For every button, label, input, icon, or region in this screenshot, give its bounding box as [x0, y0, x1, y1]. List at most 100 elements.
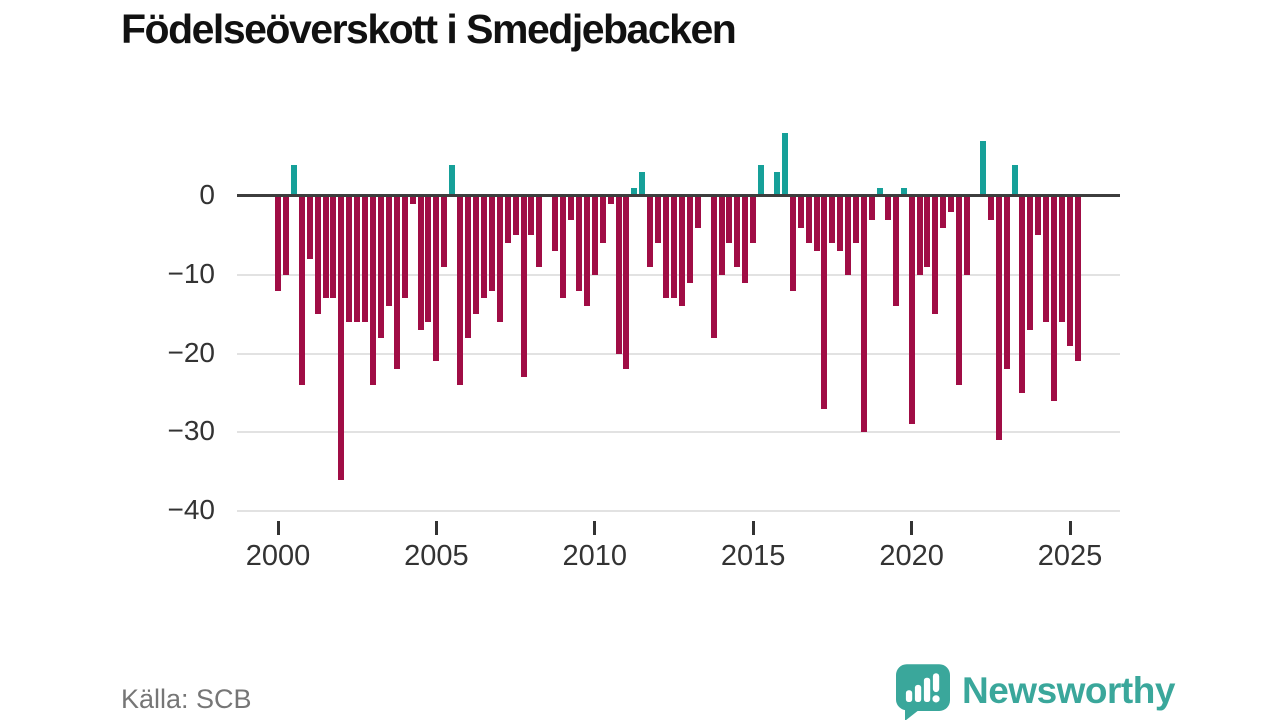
x-axis-tick [593, 521, 597, 535]
bar [639, 172, 646, 196]
bar [710, 196, 717, 338]
bar [726, 196, 733, 244]
bar [377, 196, 384, 338]
bar [805, 196, 812, 244]
bar [876, 188, 883, 196]
bar [884, 196, 891, 220]
y-axis-label: −30 [167, 415, 216, 447]
bar [354, 196, 361, 322]
bar [607, 196, 614, 204]
bar [948, 196, 955, 212]
x-axis-label: 2015 [720, 540, 786, 572]
bar [663, 196, 670, 299]
bar [686, 196, 693, 283]
bar [1011, 164, 1018, 196]
y-axis-label: 0 [199, 179, 215, 210]
bar [465, 196, 472, 338]
x-axis-label: 2010 [562, 540, 628, 572]
bar [861, 196, 868, 433]
bar [1059, 196, 1066, 322]
bar [409, 196, 416, 204]
bar [797, 196, 804, 228]
bar [496, 196, 503, 322]
bar [853, 196, 860, 244]
x-axis-tick [434, 521, 438, 535]
bar [346, 196, 353, 322]
bar [821, 196, 828, 409]
bar [298, 196, 305, 385]
bar [560, 196, 567, 299]
bar [504, 196, 511, 244]
bar [599, 196, 606, 244]
bar [512, 196, 519, 236]
bar [536, 196, 543, 267]
y-axis-label: −20 [167, 336, 216, 368]
bar [869, 196, 875, 220]
bar [995, 196, 1002, 441]
bar [758, 164, 765, 196]
x-axis-label: 2025 [1037, 540, 1103, 572]
bar [568, 196, 575, 220]
bar [275, 196, 281, 291]
bar [924, 196, 931, 267]
bar [956, 196, 963, 385]
bar [1067, 196, 1073, 346]
bar [370, 196, 377, 385]
bar [671, 196, 677, 299]
bar [290, 164, 297, 196]
zero-baseline [237, 194, 1120, 197]
bar [987, 196, 994, 220]
bar [655, 196, 662, 244]
y-axis-label: −10 [167, 257, 216, 289]
bar [734, 196, 741, 267]
bar [473, 196, 479, 315]
bar [1035, 196, 1042, 236]
bar [964, 196, 971, 275]
bar [480, 196, 487, 299]
bar [773, 172, 780, 196]
gridline-y-20 [237, 352, 1120, 355]
bar [979, 140, 986, 196]
bar [488, 196, 495, 291]
x-axis-tick [1068, 521, 1072, 535]
bar [1043, 196, 1050, 322]
bar [742, 196, 749, 283]
bar [449, 164, 456, 196]
x-axis-tick [751, 521, 755, 535]
gridline-y-40 [237, 510, 1120, 512]
bar [330, 196, 337, 299]
x-axis-tick [910, 521, 914, 535]
bar [940, 196, 947, 228]
bar [425, 196, 432, 322]
bar [813, 196, 820, 252]
bar [401, 196, 408, 299]
bar [520, 196, 527, 378]
bar [892, 196, 899, 307]
bar [1019, 196, 1026, 393]
bar [583, 196, 590, 307]
bar [552, 196, 559, 252]
bar [750, 196, 757, 244]
newsworthy-logo: Newsworthy [896, 664, 1175, 720]
bar [829, 196, 836, 244]
bar [647, 196, 654, 267]
bar [433, 196, 440, 362]
x-axis-label: 2000 [245, 540, 311, 572]
bar [916, 196, 923, 275]
bar [678, 196, 685, 307]
bar [314, 196, 321, 315]
x-axis-label: 2020 [879, 540, 944, 572]
bar [932, 196, 939, 315]
bar [282, 196, 289, 275]
source-attribution: Källa: SCB [121, 684, 252, 714]
bar [789, 196, 796, 291]
gridline-y-30 [237, 431, 1120, 434]
bar [575, 196, 582, 291]
bar [900, 188, 907, 196]
bar [306, 196, 313, 259]
bar [837, 196, 844, 252]
x-axis-tick [276, 521, 280, 535]
chart-title: Födelseöverskott i Smedjebacken [121, 6, 737, 52]
